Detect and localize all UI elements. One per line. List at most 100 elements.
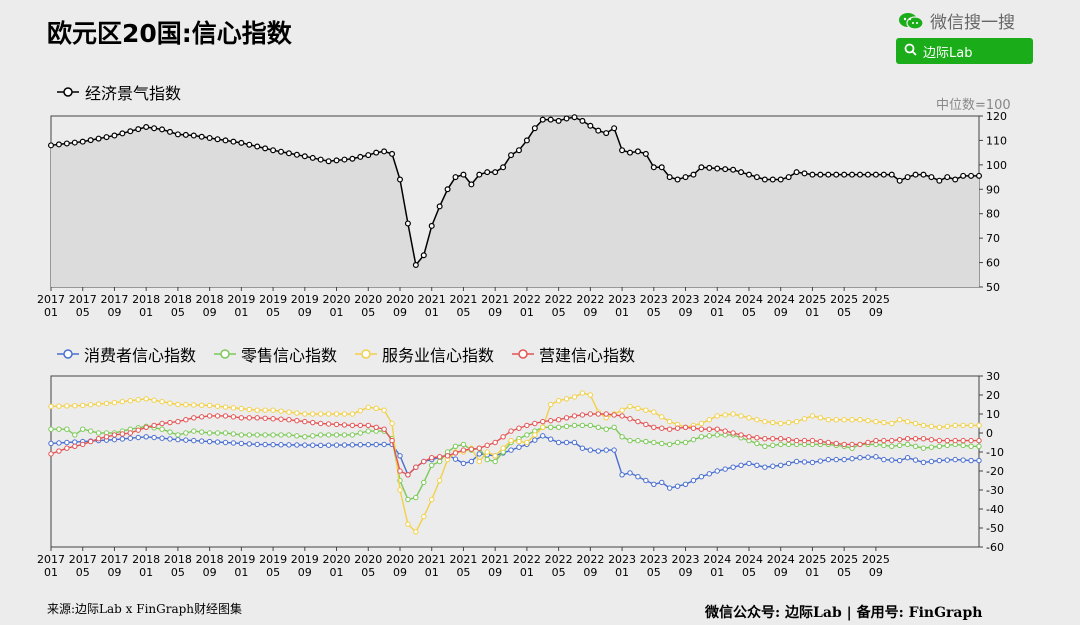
series-3-point — [167, 419, 173, 426]
legend-marker-green — [214, 349, 237, 359]
series-3-point — [429, 455, 435, 461]
climate-point — [230, 138, 237, 145]
series-3-point — [920, 436, 927, 442]
series-2-point — [904, 418, 911, 425]
series-3-point — [56, 448, 62, 454]
series-3-point — [873, 437, 879, 444]
series-3-point — [254, 415, 260, 421]
series-2-point — [778, 420, 784, 427]
series-1-point — [413, 494, 419, 501]
series-3-point — [199, 414, 205, 420]
climate-point — [436, 203, 443, 210]
climate-point — [650, 164, 657, 171]
climate-point — [151, 125, 158, 132]
series-2-point — [619, 407, 625, 413]
top-xtick-month: 05 — [742, 306, 756, 319]
bottom-xtick-year: 2023 — [672, 553, 700, 566]
climate-point — [975, 172, 982, 179]
series-2-point — [825, 417, 831, 423]
series-3-point — [801, 437, 808, 444]
top-xtick-year: 2022 — [513, 293, 541, 306]
bottom-xtick-month: 05 — [742, 566, 756, 579]
climate-point — [278, 148, 285, 155]
bottom-plot-frame — [50, 375, 980, 548]
bottom-xtick-month: 09 — [679, 566, 693, 579]
wechat-search-brand[interactable]: 微信搜一搜 — [898, 8, 1015, 33]
series-0-point — [333, 442, 340, 448]
top-ytick-label: 110 — [986, 134, 1007, 147]
bottom-xtick-year: 2019 — [227, 553, 255, 566]
climate-point — [460, 171, 467, 178]
series-0-point — [722, 466, 728, 472]
series-3-point — [896, 436, 903, 443]
legend-label-retail: 零售信心指数 — [241, 346, 338, 365]
series-1-point — [635, 437, 641, 444]
climate-point — [793, 169, 800, 176]
series-3-point — [508, 428, 514, 434]
series-2-point — [151, 397, 157, 403]
series-1-point — [682, 439, 689, 446]
climate-point — [127, 128, 134, 135]
bottom-xtick-month: 09 — [488, 566, 502, 579]
series-1-point — [563, 423, 570, 430]
series-0-point — [532, 437, 538, 443]
series-0-point — [175, 436, 181, 443]
climate-point — [87, 137, 94, 144]
climate-point — [936, 177, 943, 184]
series-0-point — [262, 441, 268, 448]
search-button[interactable]: 边际Lab — [896, 38, 1033, 64]
series-0-point — [896, 457, 903, 464]
climate-point — [103, 134, 110, 141]
wechat-icon — [898, 12, 924, 30]
series-3-point — [294, 417, 300, 424]
bottom-ytick-label: -50 — [986, 522, 1004, 535]
top-xtick-month: 05 — [266, 306, 280, 319]
series-3-point — [246, 415, 252, 421]
top-xtick-year: 2025 — [830, 293, 858, 306]
series-0-point — [952, 456, 958, 463]
bottom-xtick-year: 2024 — [735, 553, 763, 566]
climate-point — [293, 151, 300, 158]
series-0-point — [381, 441, 387, 448]
series-2-point — [87, 402, 94, 408]
series-3-point — [183, 417, 189, 423]
bottom-xtick-month: 01 — [425, 566, 439, 579]
series-0-point — [238, 440, 245, 447]
climate-point — [833, 171, 840, 178]
climate-point — [849, 171, 856, 178]
series-0-point — [928, 458, 935, 465]
series-2-point — [809, 413, 816, 419]
series-3-point — [730, 430, 736, 436]
bottom-xtick-month: 05 — [552, 566, 566, 579]
top-xtick-year: 2018 — [164, 293, 192, 306]
series-2-point — [48, 403, 54, 410]
series-0-point — [801, 459, 808, 465]
top-xtick-year: 2023 — [608, 293, 636, 306]
series-2-point — [56, 403, 62, 409]
series-3-point — [460, 447, 467, 453]
series-0-point — [651, 481, 657, 487]
series-0-point — [191, 437, 197, 444]
series-0-point — [214, 439, 221, 445]
series-3-point — [357, 422, 364, 429]
series-1-point — [492, 458, 498, 465]
series-3-point — [778, 436, 784, 442]
series-1-point — [429, 462, 435, 468]
climate-point — [817, 171, 824, 178]
series-0-point — [119, 436, 126, 442]
series-0-point — [294, 442, 300, 448]
bottom-xtick-year: 2025 — [830, 553, 858, 566]
series-1-point — [928, 444, 935, 450]
climate-point — [47, 142, 54, 149]
series-3-point — [222, 413, 229, 419]
series-0-point — [317, 442, 324, 449]
series-1-point — [674, 439, 681, 446]
series-3-point — [397, 468, 403, 474]
bottom-xtick-year: 2024 — [703, 553, 731, 566]
top-xtick-year: 2024 — [703, 293, 731, 306]
climate-point — [825, 171, 832, 178]
bottom-xtick-year: 2018 — [196, 553, 224, 566]
top-xtick-year: 2025 — [862, 293, 890, 306]
climate-point — [761, 176, 768, 183]
series-3-point — [944, 437, 950, 444]
